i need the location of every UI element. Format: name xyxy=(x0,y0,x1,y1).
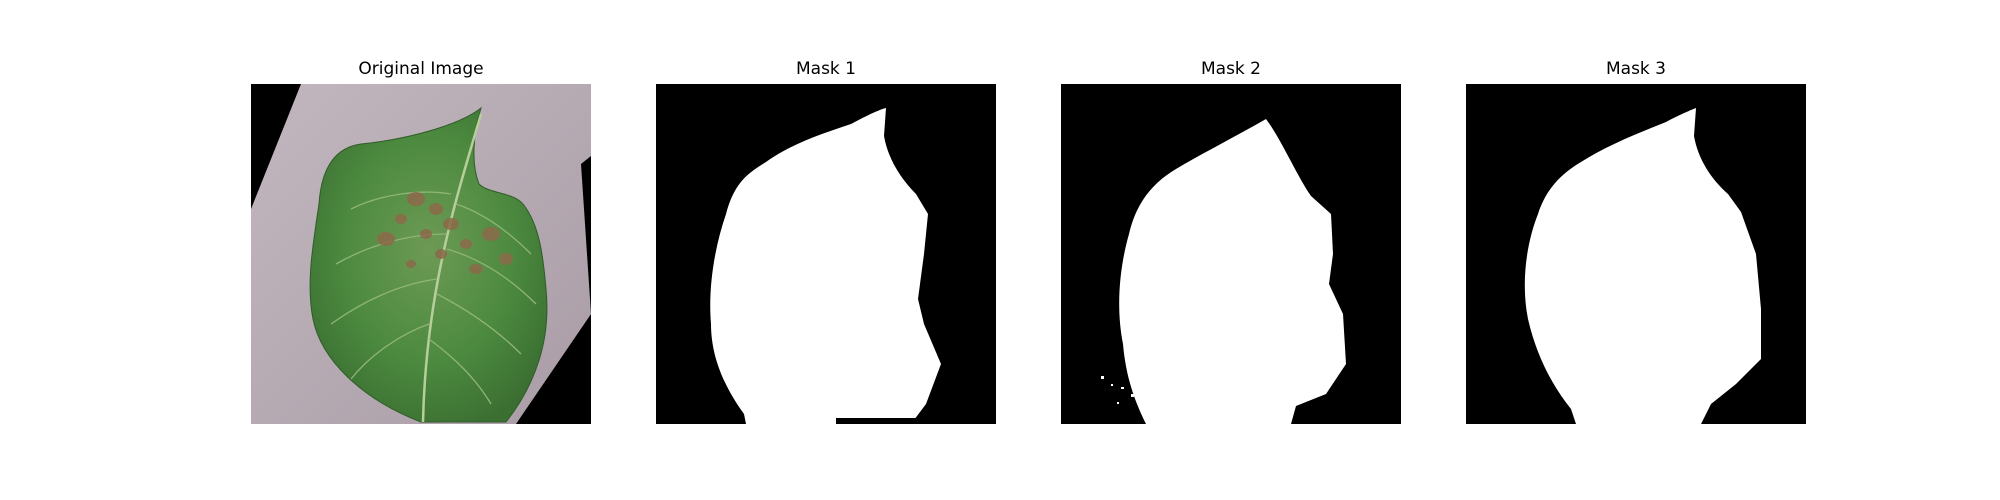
panel-mask-1: Mask 1 xyxy=(656,56,996,424)
panel-title: Original Image xyxy=(358,59,484,79)
panel-mask-2: Mask 2 xyxy=(1061,56,1401,424)
panel-mask-3: Mask 3 xyxy=(1466,56,1806,424)
panel-original-image: Original Image xyxy=(251,56,591,424)
panel-title: Mask 2 xyxy=(1200,59,1261,79)
panel-title: Mask 3 xyxy=(1605,59,1666,79)
mask-3-image xyxy=(1466,84,1806,424)
original-leaf-photo xyxy=(251,84,591,424)
mask-1-image xyxy=(656,84,996,424)
mask-2-image xyxy=(1061,84,1401,424)
panel-title: Mask 1 xyxy=(795,59,856,79)
